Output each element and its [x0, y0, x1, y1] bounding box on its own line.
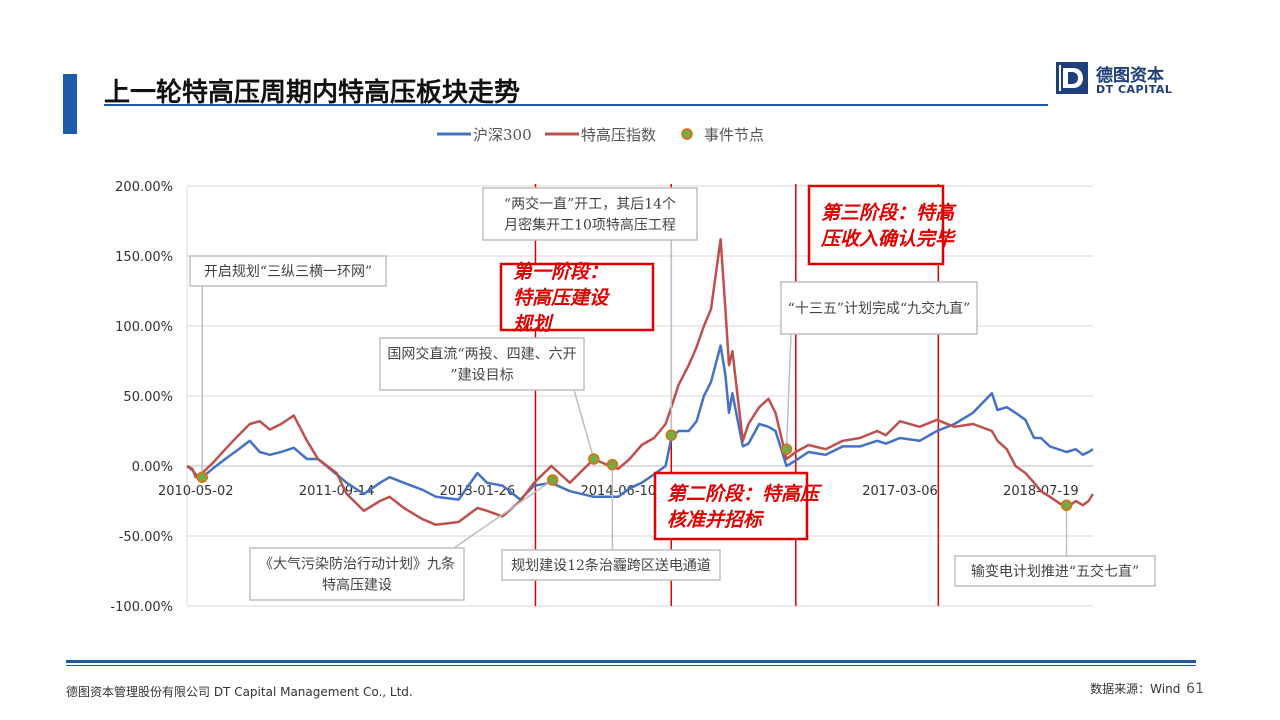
- y-tick-label-4: 0.00%: [132, 460, 173, 475]
- callout-box-6: [954, 555, 1156, 587]
- y-tick-label-6: -100.00%: [110, 600, 173, 615]
- stage-label-0: 第一阶段：特高压建设规划: [513, 261, 610, 335]
- data-source: 数据来源：Wind: [1090, 682, 1181, 696]
- callout-text-0: 开启规划“三纵三横一环网”: [204, 264, 372, 280]
- callout-text-6: 输变电计划推进“五交七直”: [971, 563, 1139, 580]
- callout-box-5: [501, 549, 721, 581]
- page-title: 上一轮特高压周期内特高压板块走势: [104, 78, 521, 108]
- callout-box-2: [379, 337, 585, 391]
- callout-box-0: [189, 255, 387, 287]
- y-tick-label-0: 200.00%: [115, 180, 173, 195]
- callout-leader-4: [453, 479, 554, 549]
- dt-logo-icon: [1056, 62, 1088, 94]
- callout-text-2: 国网交直流“两投、四建、六开”建设目标: [387, 346, 576, 384]
- event-marker-4: [665, 429, 678, 441]
- y-tick-label-2: 100.00%: [115, 320, 173, 335]
- legend-swatch-2: [681, 128, 693, 140]
- event-marker-6: [1060, 499, 1073, 511]
- stage-label-2: 第三阶段：特高压收入确认完毕: [820, 202, 957, 250]
- page-number: 61: [1186, 681, 1204, 697]
- footer-divider-thin: [66, 665, 1196, 666]
- logo-chinese-name: 德图资本: [1096, 66, 1164, 86]
- x-tick-label-3: 2014-06-10: [581, 484, 657, 499]
- event-marker-2: [588, 453, 600, 465]
- company-logo: 德图资本 DT CAPITAL: [1056, 62, 1186, 98]
- stage-box-2: [807, 184, 945, 266]
- event-marker-5: [780, 443, 793, 455]
- x-tick-label-2: 2013-01-26: [440, 484, 516, 499]
- callout-box-4: [249, 547, 465, 601]
- callout-text-4: 《大气污染防治行动计划》九条特高压建设: [259, 556, 455, 594]
- stage-box-0: [499, 262, 655, 332]
- footer-divider: [66, 660, 1196, 663]
- callout-text-5: 规划建设12条治霾跨区送电通道: [511, 557, 711, 574]
- y-tick-label-5: -50.00%: [119, 530, 173, 545]
- event-marker-3: [606, 458, 619, 471]
- x-tick-label-0: 2010-05-02: [158, 484, 234, 499]
- title-underline: [104, 104, 1048, 106]
- callout-box-3: [780, 281, 978, 335]
- callout-text-1: “两交一直”开工，其后14个月密集开工10项特高压工程: [504, 196, 676, 234]
- stage-box-1: [653, 471, 809, 541]
- footer-company: 德图资本管理股份有限公司 DT Capital Management Co., …: [66, 685, 413, 699]
- legend-label-2: 事件节点: [704, 126, 764, 144]
- callout-text-3: “十三五”计划完成“九交九直”: [788, 300, 971, 317]
- series-line-hs300: [186, 344, 1094, 501]
- event-marker-1: [546, 474, 559, 486]
- logo-english-name: DT CAPITAL: [1096, 83, 1173, 96]
- legend-label-1: 特高压指数: [581, 126, 656, 144]
- y-tick-label-1: 150.00%: [115, 250, 173, 265]
- stage-label-1: 第二阶段：特高压核准并招标: [667, 483, 823, 531]
- legend-label-0: 沪深300: [473, 126, 532, 144]
- series-line-uhv-index: [186, 237, 1095, 527]
- title-accent-bar: [63, 74, 77, 134]
- callout-box-1: [482, 187, 698, 241]
- callout-leader-2: [573, 389, 595, 460]
- event-marker-0: [196, 471, 208, 483]
- callout-leader-3: [785, 333, 792, 450]
- y-tick-label-3: 50.00%: [123, 390, 173, 405]
- x-tick-label-1: 2011-09-14: [299, 484, 375, 499]
- x-tick-label-5: 2017-03-06: [862, 484, 938, 499]
- trend-chart: 200.00% 150.00% 100.00% 50.00% 0.00% -50.00% -…: [110, 126, 1156, 615]
- footer-source: 数据来源：Wind 61: [1090, 680, 1204, 697]
